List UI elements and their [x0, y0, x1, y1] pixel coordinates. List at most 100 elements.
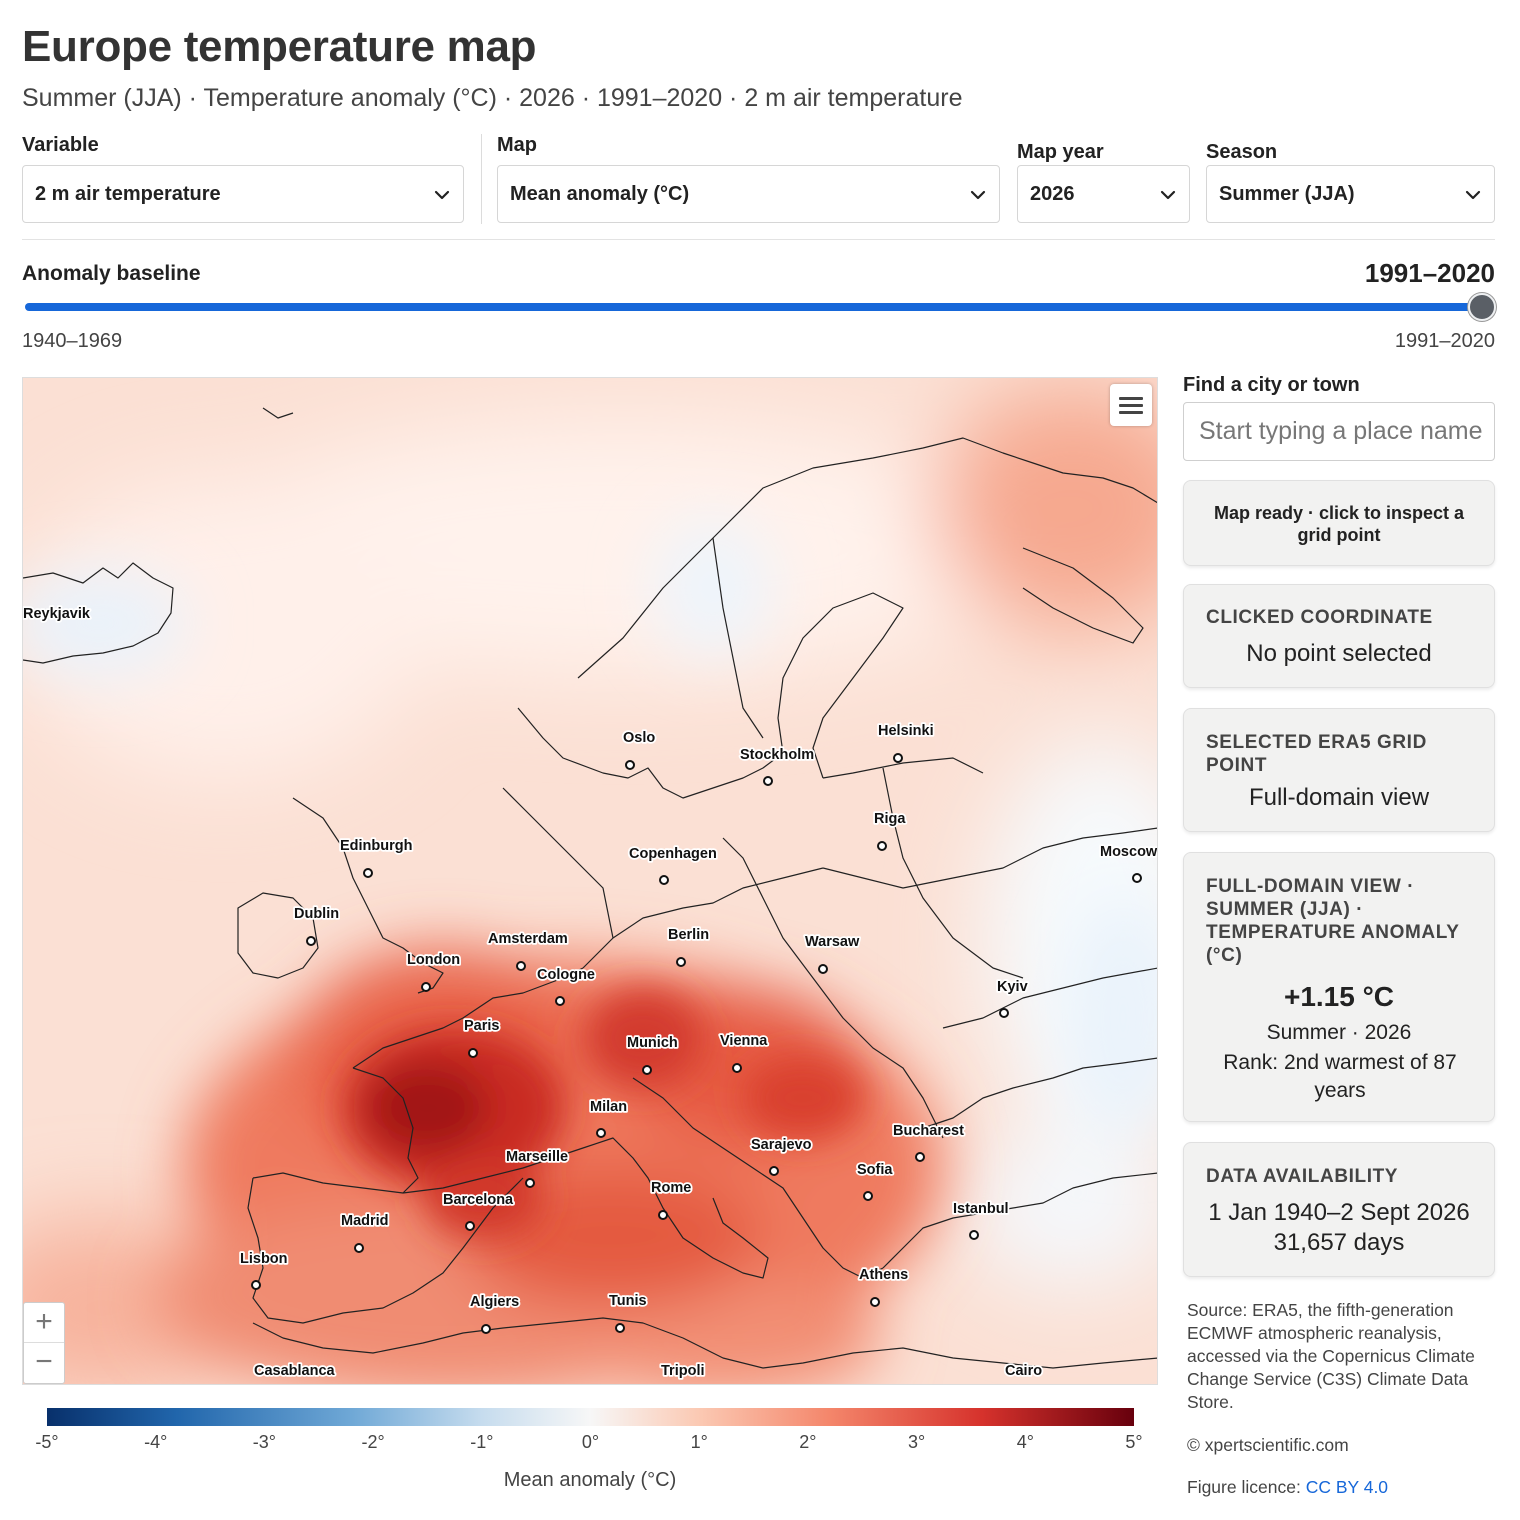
city-label-munich: Munich [627, 1035, 678, 1051]
summary-season-year: Summer · 2026 [1266, 1021, 1412, 1044]
city-marker-marseille[interactable] [525, 1178, 535, 1188]
summary-card: Full-domain view · Summer (JJA) · Temper… [1183, 852, 1495, 1122]
city-label-rome: Rome [651, 1180, 691, 1196]
map-menu-button[interactable] [1110, 384, 1152, 426]
city-marker-rome[interactable] [658, 1210, 668, 1220]
city-marker-cologne[interactable] [555, 996, 565, 1006]
licence-link[interactable]: CC BY 4.0 [1305, 1477, 1389, 1497]
summary-rank: Rank: 2nd warmest of 87 years [1223, 1051, 1457, 1102]
city-marker-istanbul[interactable] [969, 1230, 979, 1240]
city-label-tripoli: Tripoli [661, 1363, 705, 1379]
anomaly-map[interactable]: Reykjavik Oslo Stockholm Helsinki Riga Moscow… [22, 377, 1158, 1385]
map-label: Map [497, 134, 537, 156]
city-marker-vienna[interactable] [732, 1063, 742, 1073]
city-label-sarajevo: Sarajevo [751, 1137, 812, 1153]
season-select[interactable]: Summer (JJA) [1206, 165, 1495, 223]
variable-select[interactable]: 2 m air temperature [22, 165, 464, 223]
baseline-slider-track[interactable] [25, 303, 1483, 311]
colorbar-tick-label: 5° [1125, 1432, 1143, 1452]
city-marker-sofia[interactable] [863, 1191, 873, 1201]
zoom-control: + − [23, 1302, 65, 1384]
city-label-istanbul: Istanbul [953, 1201, 1009, 1217]
city-marker-copenhagen[interactable] [659, 875, 669, 885]
city-marker-london[interactable] [421, 982, 431, 992]
data-availability-card: Data availability 1 Jan 1940–2 Sept 2026… [1183, 1142, 1495, 1277]
chevron-down-icon [970, 190, 986, 200]
city-label-cologne: Cologne [537, 967, 595, 983]
city-search-input[interactable] [1183, 402, 1495, 461]
map-select-value: Mean anomaly (°C) [510, 182, 690, 205]
page-subtitle: Summer (JJA) · Temperature anomaly (°C) … [22, 84, 963, 112]
licence-prefix: Figure licence: [1187, 1477, 1301, 1497]
city-label-tunis: Tunis [609, 1293, 647, 1309]
chevron-down-icon [1160, 190, 1176, 200]
clicked-coordinate-card: Clicked coordinate No point selected [1183, 584, 1495, 688]
city-marker-stockholm[interactable] [763, 776, 773, 786]
data-availability-range: 1 Jan 1940–2 Sept 2026 [1208, 1199, 1470, 1226]
map-canvas[interactable] [23, 378, 1158, 1385]
city-marker-edinburgh[interactable] [363, 868, 373, 878]
year-label: Map year [1017, 141, 1104, 163]
city-marker-tunis[interactable] [615, 1323, 625, 1333]
summary-heading: Full-domain view · Summer (JJA) · Temper… [1206, 876, 1460, 966]
city-label-cairo: Cairo [1005, 1363, 1042, 1379]
city-marker-kyiv[interactable] [999, 1008, 1009, 1018]
variable-label: Variable [22, 134, 99, 156]
grid-point-value: Full-domain view [1248, 784, 1430, 811]
city-marker-madrid[interactable] [354, 1243, 364, 1253]
city-marker-algiers[interactable] [481, 1324, 491, 1334]
map-select[interactable]: Mean anomaly (°C) [497, 165, 1000, 223]
chevron-down-icon [1465, 190, 1481, 200]
grid-point-card: Selected ERA5 grid point Full-domain vie… [1183, 708, 1495, 832]
city-marker-moscow[interactable] [1132, 873, 1142, 883]
zoom-in-button[interactable]: + [24, 1303, 64, 1343]
city-label-oslo: Oslo [623, 730, 655, 746]
city-label-helsinki: Helsinki [878, 723, 934, 739]
zoom-out-button[interactable]: − [35, 1345, 53, 1378]
city-marker-helsinki[interactable] [893, 753, 903, 763]
controls-divider [481, 134, 482, 224]
colorbar-tick-label: -5° [35, 1432, 59, 1452]
city-label-casablanca: Casablanca [254, 1363, 336, 1379]
city-marker-athens[interactable] [870, 1297, 880, 1307]
colorbar [47, 1408, 1134, 1426]
clicked-coordinate-value: No point selected [1246, 640, 1432, 667]
city-marker-barcelona[interactable] [465, 1221, 475, 1231]
city-marker-amsterdam[interactable] [516, 961, 526, 971]
city-marker-oslo[interactable] [625, 760, 635, 770]
colorbar-tick-label: -3° [252, 1432, 276, 1452]
source-note: Source: ERA5, the fifth-generation ECMWF… [1187, 1300, 1475, 1412]
city-label-stockholm: Stockholm [740, 747, 814, 763]
city-label-riga: Riga [874, 811, 906, 827]
year-select[interactable]: 2026 [1017, 165, 1190, 223]
city-label-algiers: Algiers [470, 1294, 519, 1310]
baseline-label: Anomaly baseline [22, 262, 201, 285]
baseline-slider-thumb[interactable] [1468, 293, 1496, 321]
city-marker-paris[interactable] [468, 1048, 478, 1058]
grid-point-heading: Selected ERA5 grid point [1206, 732, 1427, 776]
city-label-athens: Athens [859, 1267, 908, 1283]
colorbar-title: Mean anomaly (°C) [503, 1469, 677, 1491]
city-marker-sarajevo[interactable] [769, 1166, 779, 1176]
status-text: Map ready · click to inspect a grid poin… [1213, 503, 1465, 545]
city-marker-dublin[interactable] [306, 936, 316, 946]
city-label-lisbon: Lisbon [240, 1251, 288, 1267]
city-marker-lisbon[interactable] [251, 1280, 261, 1290]
city-markers[interactable]: Reykjavik Oslo Stockholm Helsinki Riga Moscow… [23, 378, 1158, 1385]
city-marker-warsaw[interactable] [818, 964, 828, 974]
city-marker-munich[interactable] [642, 1065, 652, 1075]
colorbar-tick-label: 4° [1016, 1432, 1034, 1452]
city-marker-berlin[interactable] [676, 957, 686, 967]
city-marker-milan[interactable] [596, 1128, 606, 1138]
city-label-london: London [407, 952, 460, 968]
summary-anomaly-value: +1.15 °C [1283, 981, 1395, 1012]
city-marker-bucharest[interactable] [915, 1152, 925, 1162]
city-marker-riga[interactable] [877, 841, 887, 851]
colorbar-tick-label: 2° [799, 1432, 817, 1452]
menu-icon-bar [1119, 396, 1143, 400]
season-select-value: Summer (JJA) [1219, 182, 1355, 205]
season-label: Season [1206, 141, 1278, 163]
city-label-madrid: Madrid [341, 1213, 389, 1229]
city-label-bucharest: Bucharest [893, 1123, 964, 1139]
colorbar-tick-label: 1° [690, 1432, 708, 1452]
